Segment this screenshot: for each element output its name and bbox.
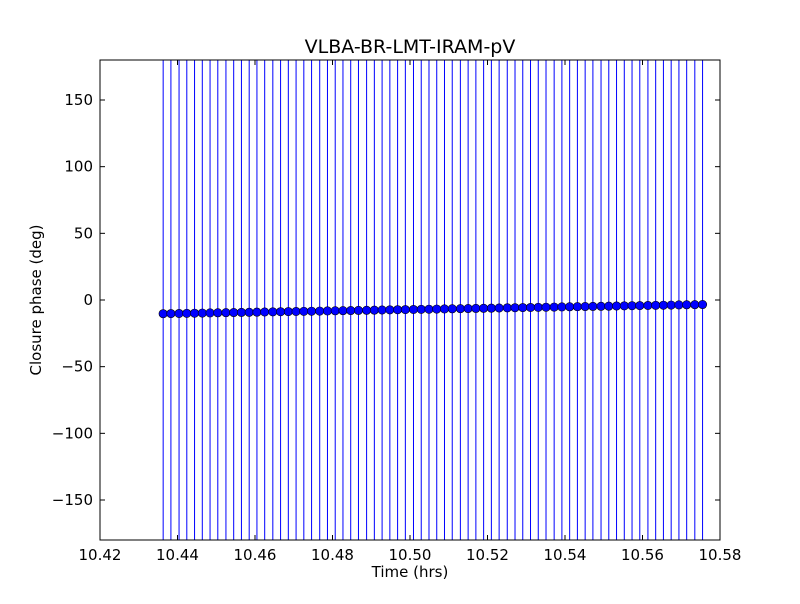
- data-point: [400, 305, 410, 315]
- data-point: [190, 308, 200, 318]
- data-point: [158, 309, 168, 319]
- y-tick-label: 150: [64, 91, 93, 109]
- data-point: [299, 306, 309, 316]
- x-tick-label: 10.42: [79, 546, 122, 564]
- data-point: [588, 301, 598, 311]
- data-point: [486, 303, 496, 313]
- data-point: [244, 307, 254, 317]
- data-point: [479, 303, 489, 313]
- data-point: [471, 303, 481, 313]
- data-point: [690, 300, 700, 310]
- data-point: [205, 308, 215, 318]
- data-point: [408, 304, 418, 314]
- data-point: [416, 304, 426, 314]
- data-point: [651, 300, 661, 310]
- error-bars: [162, 60, 704, 540]
- data-point: [283, 307, 293, 317]
- data-point: [439, 304, 449, 314]
- x-tick-label: 10.56: [621, 546, 664, 564]
- y-tick-label: 50: [74, 224, 93, 242]
- x-tick-label: 10.58: [699, 546, 742, 564]
- data-point: [557, 302, 567, 312]
- data-point: [221, 308, 231, 318]
- x-axis-label: Time (hrs): [371, 563, 449, 581]
- data-point: [268, 307, 278, 317]
- data-point: [346, 306, 356, 316]
- data-point: [393, 305, 403, 315]
- data-point: [236, 307, 246, 317]
- data-point: [565, 302, 575, 312]
- data-point: [353, 305, 363, 315]
- data-point: [307, 306, 317, 316]
- y-tick-label: −100: [52, 424, 93, 442]
- data-point: [643, 300, 653, 310]
- x-tick-label: 10.54: [544, 546, 587, 564]
- x-tick-label: 10.52: [466, 546, 509, 564]
- data-point: [385, 305, 395, 315]
- data-point: [369, 305, 379, 315]
- data-point: [424, 304, 434, 314]
- data-point: [494, 303, 504, 313]
- data-point: [447, 304, 457, 314]
- y-tick-label: −150: [52, 491, 93, 509]
- data-point: [377, 305, 387, 315]
- data-point: [174, 308, 184, 318]
- x-tick-label: 10.50: [389, 546, 432, 564]
- y-tick-label: −50: [61, 358, 93, 376]
- plot-frame: [99, 59, 721, 541]
- data-point: [533, 302, 543, 312]
- data-point: [549, 302, 559, 312]
- data-point: [463, 304, 473, 314]
- data-point: [518, 303, 528, 313]
- data-point: [338, 306, 348, 316]
- data-point: [658, 300, 668, 310]
- x-tick-label: 10.48: [311, 546, 354, 564]
- data-point: [362, 305, 372, 315]
- data-point: [291, 306, 301, 316]
- data-points: [158, 300, 708, 319]
- y-tick-label: 0: [83, 291, 93, 309]
- data-point: [572, 302, 582, 312]
- data-point: [502, 303, 512, 313]
- y-tick-label: 100: [64, 158, 93, 176]
- data-point: [627, 301, 637, 311]
- data-point: [276, 307, 286, 317]
- data-point: [330, 306, 340, 316]
- data-point: [432, 304, 442, 314]
- data-point: [526, 302, 536, 312]
- data-point: [682, 300, 692, 310]
- data-point: [229, 308, 239, 318]
- y-axis-ticks: −150 −100 −50 0 50 100 150: [52, 91, 720, 509]
- data-point: [182, 308, 192, 318]
- data-point: [252, 307, 262, 317]
- data-point: [580, 302, 590, 312]
- data-point: [604, 301, 614, 311]
- data-point: [666, 300, 676, 310]
- data-point: [213, 308, 223, 318]
- data-point: [612, 301, 622, 311]
- data-point: [674, 300, 684, 310]
- data-point: [260, 307, 270, 317]
- data-point: [315, 306, 325, 316]
- y-axis-label: Closure phase (deg): [27, 225, 45, 376]
- data-point: [541, 302, 551, 312]
- data-point: [635, 301, 645, 311]
- data-point: [166, 309, 176, 319]
- data-point: [322, 306, 332, 316]
- data-point: [596, 301, 606, 311]
- chart-title: VLBA-BR-LMT-IRAM-pV: [305, 36, 516, 58]
- x-tick-label: 10.46: [234, 546, 277, 564]
- x-tick-label: 10.44: [156, 546, 199, 564]
- data-point: [510, 303, 520, 313]
- data-point: [698, 300, 708, 310]
- data-point: [455, 304, 465, 314]
- x-axis-ticks: 10.42 10.44 10.46 10.48 10.50 10.52 10.54 10.56…: [79, 60, 742, 564]
- data-point: [619, 301, 629, 311]
- data-point: [197, 308, 207, 318]
